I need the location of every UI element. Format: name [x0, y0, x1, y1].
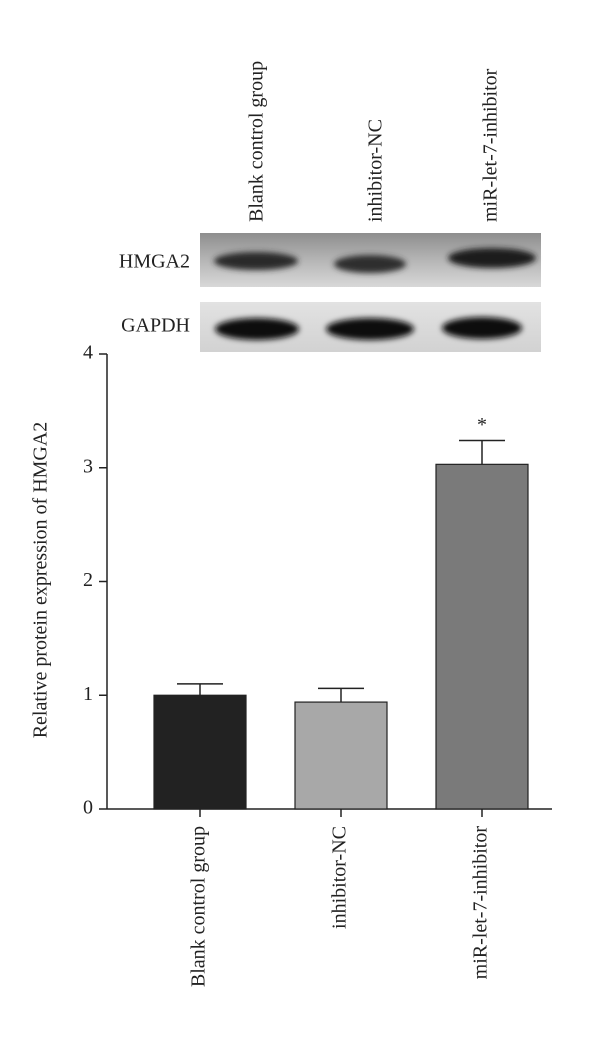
blot-band [448, 248, 536, 268]
blot-lane-label: miR-let-7-inhibitor [480, 68, 502, 222]
x-tick-label: inhibitor-NC [329, 826, 351, 929]
blot-band [442, 317, 522, 339]
y-axis-label: Relative protein expression of HMGA2 [30, 422, 52, 739]
y-tick-label: 2 [83, 569, 93, 591]
blot-band [214, 252, 298, 270]
y-tick-label: 3 [83, 455, 93, 477]
significance-label: * [477, 414, 487, 436]
blot-row-label: GAPDH [121, 315, 190, 337]
x-tick-label: miR-let-7-inhibitor [470, 826, 492, 980]
bar [294, 701, 388, 810]
y-tick-label: 1 [83, 683, 93, 705]
y-tick-label: 0 [83, 797, 93, 819]
blot-band [334, 255, 406, 273]
blot-band [215, 318, 299, 340]
blot-lane-label: Blank control group [246, 61, 268, 222]
blot-lane-label: inhibitor-NC [365, 119, 387, 222]
bar [435, 463, 529, 810]
y-tick-label: 4 [83, 342, 93, 364]
x-tick-label: Blank control group [188, 826, 210, 987]
blot-row-label: HMGA2 [119, 251, 190, 273]
western-blot: HMGA2 GAPDH Blank control group inhibito… [119, 61, 541, 352]
bar [153, 694, 247, 810]
blot-band [326, 318, 414, 340]
